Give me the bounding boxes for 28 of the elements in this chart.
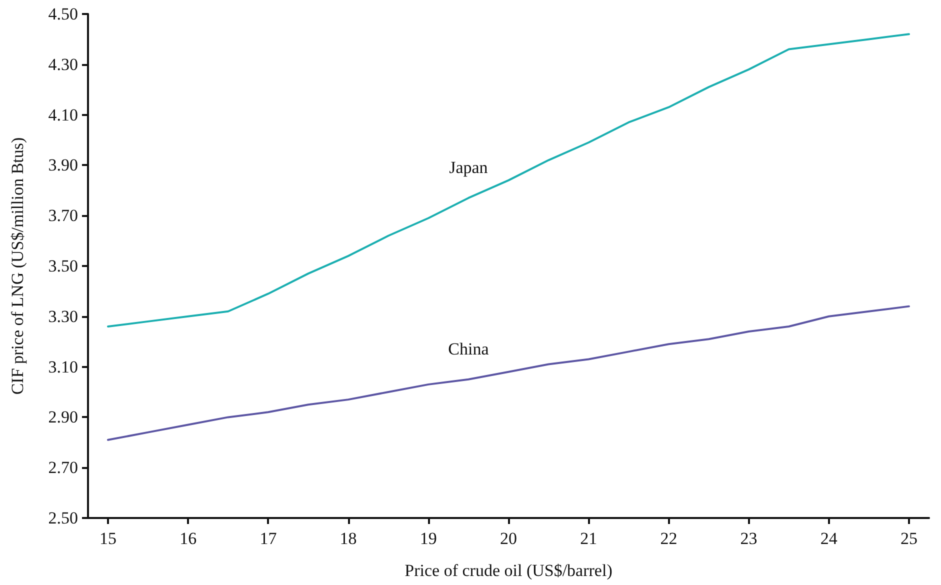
series-label: Japan bbox=[449, 158, 488, 177]
x-tick-label: 20 bbox=[500, 529, 517, 548]
y-tick-label: 3.70 bbox=[48, 206, 78, 226]
y-tick-label: 3.30 bbox=[48, 306, 78, 326]
y-tick-label: 2.70 bbox=[48, 458, 78, 478]
y-tick-label: 3.90 bbox=[48, 156, 78, 175]
x-tick-label: 22 bbox=[660, 529, 678, 548]
series-label: China bbox=[448, 339, 490, 358]
x-tick-label: 18 bbox=[340, 529, 357, 548]
x-axis-title: Price of crude oil (US$/barrel) bbox=[404, 561, 612, 580]
y-tick-label: 2.90 bbox=[48, 408, 78, 427]
y-tick-label: 3.10 bbox=[48, 357, 78, 376]
x-tick-label: 24 bbox=[820, 529, 838, 548]
x-tick-label: 16 bbox=[180, 529, 197, 548]
line-series bbox=[107, 33, 910, 328]
x-tick-label: 25 bbox=[900, 529, 918, 548]
x-tick-label: 19 bbox=[420, 529, 437, 548]
y-tick-label: 2.50 bbox=[48, 508, 78, 528]
y-tick-label: 4.10 bbox=[48, 105, 78, 124]
x-tick-label: 23 bbox=[740, 529, 758, 548]
line-series bbox=[107, 305, 910, 441]
x-tick-label: 15 bbox=[100, 529, 117, 548]
y-axis-title: CIF price of LNG (US$/million Btus) bbox=[8, 137, 27, 395]
y-tick-label: 4.30 bbox=[48, 54, 78, 74]
y-tick-label: 3.50 bbox=[48, 256, 78, 276]
x-tick-label: 21 bbox=[580, 529, 598, 548]
y-tick-label: 4.50 bbox=[48, 4, 78, 24]
x-tick-label: 17 bbox=[260, 529, 278, 548]
